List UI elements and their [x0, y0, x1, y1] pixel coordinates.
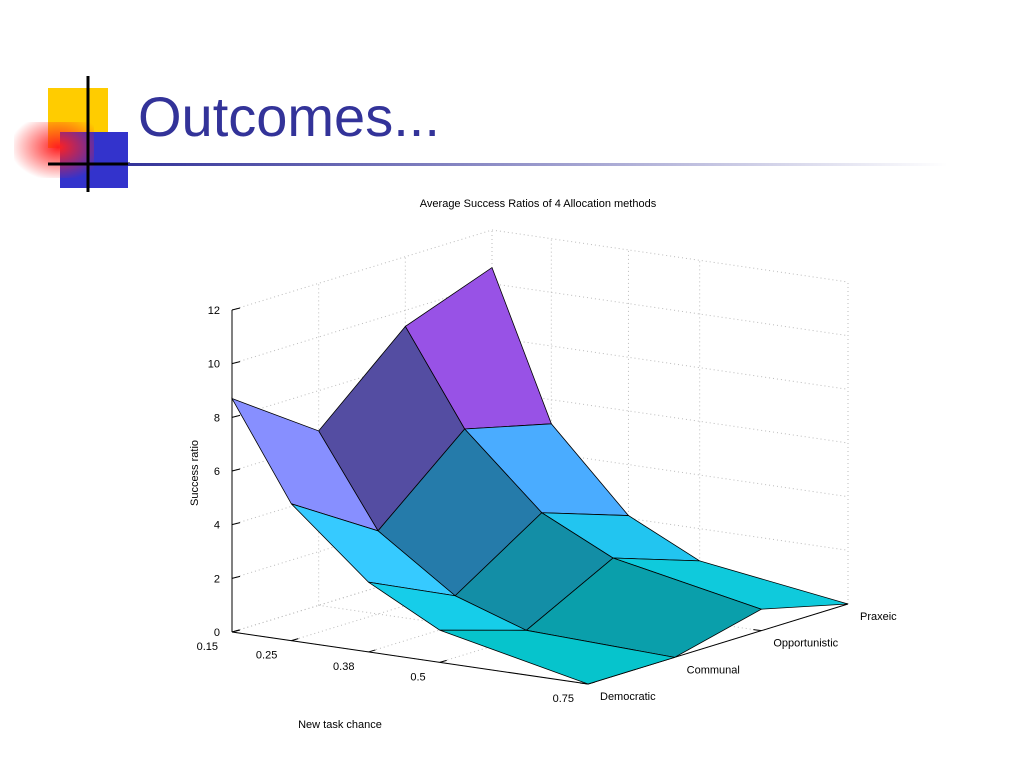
z-tick	[231, 575, 241, 579]
z-tick-label: 6	[214, 466, 220, 478]
plot: 0 2 4 6 8 10 12 0.15 0.25 0.38 0.5 0.75 Democratic Co…	[197, 229, 897, 705]
x-tick-label: 0.15	[197, 641, 218, 653]
z-tick-label: 0	[214, 627, 220, 639]
z-tick	[231, 468, 241, 472]
grid-line	[231, 551, 493, 633]
chart-title: Average Success Ratios of 4 Allocation m…	[420, 198, 657, 210]
category-label: Communal	[687, 664, 740, 676]
logo	[14, 76, 130, 192]
category-tick	[753, 629, 762, 632]
x-tick	[439, 659, 447, 663]
grid-line	[491, 229, 849, 283]
x-tick	[291, 638, 299, 642]
x-tick-label: 0.5	[410, 671, 425, 683]
z-tick	[231, 361, 241, 365]
grid-line	[231, 336, 493, 418]
x-tick-label: 0.38	[333, 661, 354, 673]
z-tick	[231, 307, 241, 311]
category-label: Praxeic	[860, 611, 897, 623]
z-tick-label: 8	[214, 412, 220, 424]
grid-line	[491, 283, 849, 337]
title-rule	[128, 163, 948, 166]
z-tick-label: 10	[208, 359, 220, 371]
z-tick	[231, 414, 241, 418]
z-tick	[231, 522, 241, 526]
z-axis-label: Success ratio	[189, 440, 201, 506]
category-label: Democratic	[600, 691, 656, 703]
z-tick-label: 2	[214, 573, 220, 585]
slide-title: Outcomes...	[138, 85, 440, 148]
x-tick-label: 0.25	[256, 650, 277, 662]
x-tick	[231, 629, 240, 633]
grid-line	[231, 229, 493, 311]
grid-line	[231, 283, 493, 365]
surface-facet	[439, 629, 675, 685]
x-axis-label: New task chance	[298, 719, 382, 731]
category-label: Opportunistic	[773, 638, 838, 650]
x-tick-label: 0.75	[553, 693, 574, 705]
grid-line	[491, 336, 849, 390]
x-tick	[368, 649, 376, 653]
z-tick-label: 4	[214, 520, 220, 532]
z-tick-label: 12	[208, 305, 220, 317]
